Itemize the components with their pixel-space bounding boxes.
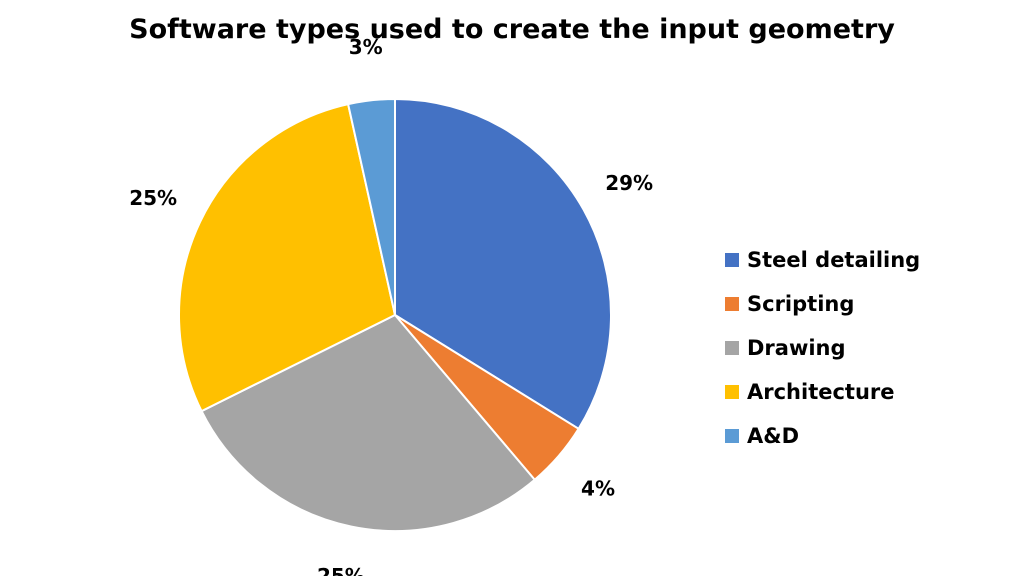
legend-swatch-steel-detailing: [725, 253, 739, 267]
pie-slice-architecture: [178, 102, 397, 413]
legend-item-scripting: Scripting: [725, 282, 1015, 326]
legend-label-steel-detailing: Steel detailing: [747, 248, 921, 272]
legend-swatch-a-and-d: [725, 429, 739, 443]
legend-item-drawing: Drawing: [725, 326, 1015, 370]
pie-slice-drawing: [200, 313, 537, 532]
legend-label-a-and-d: A&D: [747, 424, 799, 448]
data-label-architecture: 25%: [129, 186, 177, 210]
data-label-drawing: 25%: [317, 564, 365, 576]
pie-slice-a-and-d: [346, 97, 396, 316]
legend-item-architecture: Architecture: [725, 370, 1015, 414]
chart-title: Software types used to create the input …: [129, 14, 895, 45]
data-label-steel-detailing: 29%: [605, 171, 653, 195]
legend-label-scripting: Scripting: [747, 292, 855, 316]
legend-swatch-scripting: [725, 297, 739, 311]
chart-legend: Steel detailing Scripting Drawing Archit…: [725, 238, 1015, 458]
legend-swatch-drawing: [725, 341, 739, 355]
legend-swatch-architecture: [725, 385, 739, 399]
data-label-scripting: 4%: [581, 476, 615, 500]
data-label-a-and-d: 3%: [349, 35, 383, 59]
pie-slices: [178, 97, 612, 532]
pie-slice-steel-detailing: [394, 97, 612, 431]
legend-label-drawing: Drawing: [747, 336, 846, 360]
legend-label-architecture: Architecture: [747, 380, 895, 404]
legend-item-a-and-d: A&D: [725, 414, 1015, 458]
legend-item-steel-detailing: Steel detailing: [725, 238, 1015, 282]
pie-data-labels: 29% 4% 25% 25% 3%: [129, 35, 653, 576]
